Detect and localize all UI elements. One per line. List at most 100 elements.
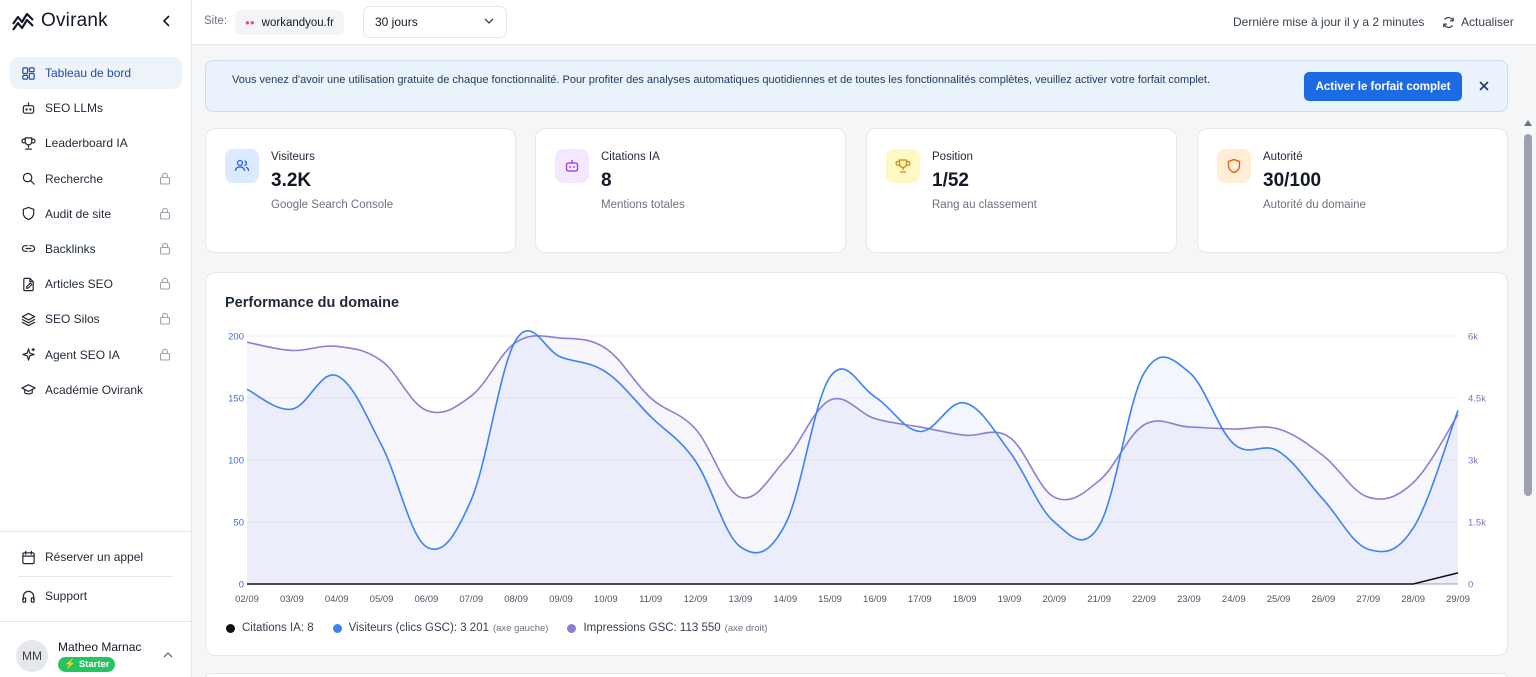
site-label: Site: bbox=[204, 15, 228, 27]
series-area-2 bbox=[247, 335, 1458, 584]
sidebar-bottom-nav: Réserver un appel Support bbox=[10, 541, 182, 619]
period-value: 30 jours bbox=[375, 15, 418, 29]
y-axis-left-tick: 150 bbox=[228, 394, 244, 405]
y-axis-right-tick: 6k bbox=[1468, 332, 1478, 343]
x-axis-tick: 15/09 bbox=[818, 594, 842, 605]
site-name: workandyou.fr bbox=[261, 16, 334, 29]
stat-value: 3.2K bbox=[271, 170, 312, 191]
legend-dot bbox=[226, 623, 235, 633]
period-select[interactable]: 30 jours bbox=[363, 6, 507, 38]
series-line-0 bbox=[247, 572, 1459, 585]
sidebar-item-articles-seo[interactable]: Articles SEO bbox=[10, 268, 182, 300]
x-axis-tick: 21/09 bbox=[1087, 594, 1111, 605]
stat-title: Visiteurs bbox=[271, 151, 315, 163]
lock-icon bbox=[159, 348, 172, 362]
stat-subtitle: Autorité du domaine bbox=[1263, 199, 1366, 211]
x-axis-tick: 02/09 bbox=[235, 594, 259, 605]
x-axis-tick: 25/09 bbox=[1267, 594, 1291, 605]
refresh-button[interactable]: Actualiser bbox=[1434, 8, 1524, 36]
lock-icon bbox=[159, 207, 172, 221]
sidebar-item-seo-silos[interactable]: SEO Silos bbox=[10, 303, 182, 335]
plan-label: Starter bbox=[78, 659, 110, 670]
x-axis-tick: 18/09 bbox=[953, 594, 977, 605]
user-profile[interactable]: MM Matheo Marnac ⚡ Starter bbox=[16, 640, 141, 672]
legend-item-citations[interactable]: Citations IA: 8 bbox=[226, 622, 314, 634]
sidebar-item-label: Leaderboard IA bbox=[45, 136, 128, 151]
series-line-1 bbox=[246, 330, 1459, 554]
x-axis-tick: 06/09 bbox=[415, 594, 439, 605]
legend-dot bbox=[567, 623, 577, 633]
scroll-thumb[interactable] bbox=[1524, 134, 1532, 496]
sidebar-item-leaderboard-ia[interactable]: Leaderboard IA bbox=[10, 127, 182, 159]
user-name: Matheo Marnac bbox=[58, 640, 142, 654]
x-axis-tick: 12/09 bbox=[684, 594, 708, 605]
legend-item-visitors[interactable]: Visiteurs (clics GSC): 3 201 (axe gauche… bbox=[332, 622, 549, 634]
sidebar-item-support[interactable]: Support bbox=[10, 580, 182, 612]
lock-icon bbox=[159, 242, 172, 256]
x-axis-tick: 10/09 bbox=[594, 594, 618, 605]
sparkles-icon bbox=[20, 347, 36, 363]
sidebar-item-agent-seo-ia[interactable]: Agent SEO IA bbox=[10, 339, 182, 371]
chart-title: Performance du domaine bbox=[225, 295, 400, 311]
x-axis-tick: 20/09 bbox=[1042, 594, 1066, 605]
users-icon bbox=[225, 149, 259, 183]
trophy-icon bbox=[886, 149, 920, 183]
x-axis-tick: 27/09 bbox=[1356, 594, 1380, 605]
avatar: MM bbox=[16, 640, 48, 672]
sidebar-item-audit-de-site[interactable]: Audit de site bbox=[10, 198, 182, 230]
sidebar-nav: Tableau de bord SEO LLMs Leaderboard IA Rec… bbox=[10, 57, 182, 409]
last-updated: Dernière mise à jour il y a 2 minutes bbox=[1233, 15, 1425, 29]
y-axis-right-tick: 0 bbox=[1468, 580, 1473, 591]
x-axis-tick: 17/09 bbox=[908, 594, 932, 605]
legend-dot bbox=[332, 623, 342, 633]
shield-icon bbox=[1217, 149, 1251, 183]
collapse-sidebar-button[interactable] bbox=[158, 12, 176, 30]
sidebar-item-acad-mie-ovirank[interactable]: Académie Ovirank bbox=[10, 374, 182, 406]
stat-title: Autorité bbox=[1263, 151, 1303, 163]
legend-note: (axe gauche) bbox=[492, 622, 549, 634]
legend-item-impressions[interactable]: Impressions GSC: 113 550 (axe droit) bbox=[567, 622, 767, 634]
next-panel-edge bbox=[205, 673, 1508, 677]
sidebar-item-label: Articles SEO bbox=[45, 277, 114, 292]
sidebar-item-recherche[interactable]: Recherche bbox=[10, 163, 182, 195]
app-name: Ovirank bbox=[41, 10, 108, 31]
series-line-2 bbox=[246, 335, 1459, 501]
sidebar-item-r-server-un-appel[interactable]: Réserver un appel bbox=[10, 541, 182, 573]
chart-legend: Citations IA: 8 Visiteurs (clics GSC): 3… bbox=[226, 622, 786, 634]
stat-value: 1/52 bbox=[932, 170, 969, 191]
site-selector[interactable]: ●● workandyou.fr bbox=[235, 10, 344, 35]
x-axis-tick: 26/09 bbox=[1312, 594, 1336, 605]
x-axis-tick: 22/09 bbox=[1132, 594, 1156, 605]
stat-value: 8 bbox=[601, 170, 612, 191]
robot-icon bbox=[555, 149, 589, 183]
logo[interactable]: Ovirank bbox=[12, 10, 108, 32]
site-favicon-icon: ●● bbox=[245, 18, 255, 27]
y-axis-left-tick: 100 bbox=[228, 456, 244, 467]
activate-plan-button[interactable]: Activer le forfait complet bbox=[1304, 72, 1462, 101]
sidebar-item-seo-llms[interactable]: SEO LLMs bbox=[10, 92, 182, 124]
scroll-up-icon[interactable] bbox=[1524, 120, 1532, 126]
x-axis-tick: 05/09 bbox=[370, 594, 394, 605]
stat-title: Position bbox=[932, 151, 973, 163]
x-axis-tick: 14/09 bbox=[773, 594, 797, 605]
x-axis-tick: 19/09 bbox=[998, 594, 1022, 605]
top-bar: Site: ●● workandyou.fr 30 jours Dernière… bbox=[192, 0, 1536, 45]
series-area-1 bbox=[247, 330, 1458, 584]
close-icon[interactable] bbox=[1475, 77, 1493, 95]
sidebar-item-label: Audit de site bbox=[45, 206, 112, 221]
sidebar-divider bbox=[0, 531, 191, 532]
sidebar-divider bbox=[0, 621, 191, 622]
sidebar-item-label: Recherche bbox=[45, 171, 104, 186]
sidebar-item-tableau-de-bord[interactable]: Tableau de bord bbox=[10, 57, 182, 89]
stat-subtitle: Rang au classement bbox=[932, 199, 1037, 211]
sidebar-item-backlinks[interactable]: Backlinks bbox=[10, 233, 182, 265]
performance-chart: 0 50 100 150 200 0 1.5k 3k 4.5k 6k 02/09 03/09 04/09… bbox=[228, 330, 1486, 605]
page-scrollbar[interactable] bbox=[1522, 118, 1534, 677]
chevron-left-icon bbox=[162, 15, 170, 27]
plan-badge: ⚡ Starter bbox=[58, 657, 116, 672]
x-axis-tick: 04/09 bbox=[325, 594, 349, 605]
shield-icon bbox=[20, 206, 36, 222]
file-edit-icon bbox=[20, 276, 36, 292]
performance-chart-panel: Performance du domaine 0 50 100 150 200 0 1.5k… bbox=[205, 272, 1508, 656]
chevron-up-icon[interactable] bbox=[162, 650, 174, 660]
